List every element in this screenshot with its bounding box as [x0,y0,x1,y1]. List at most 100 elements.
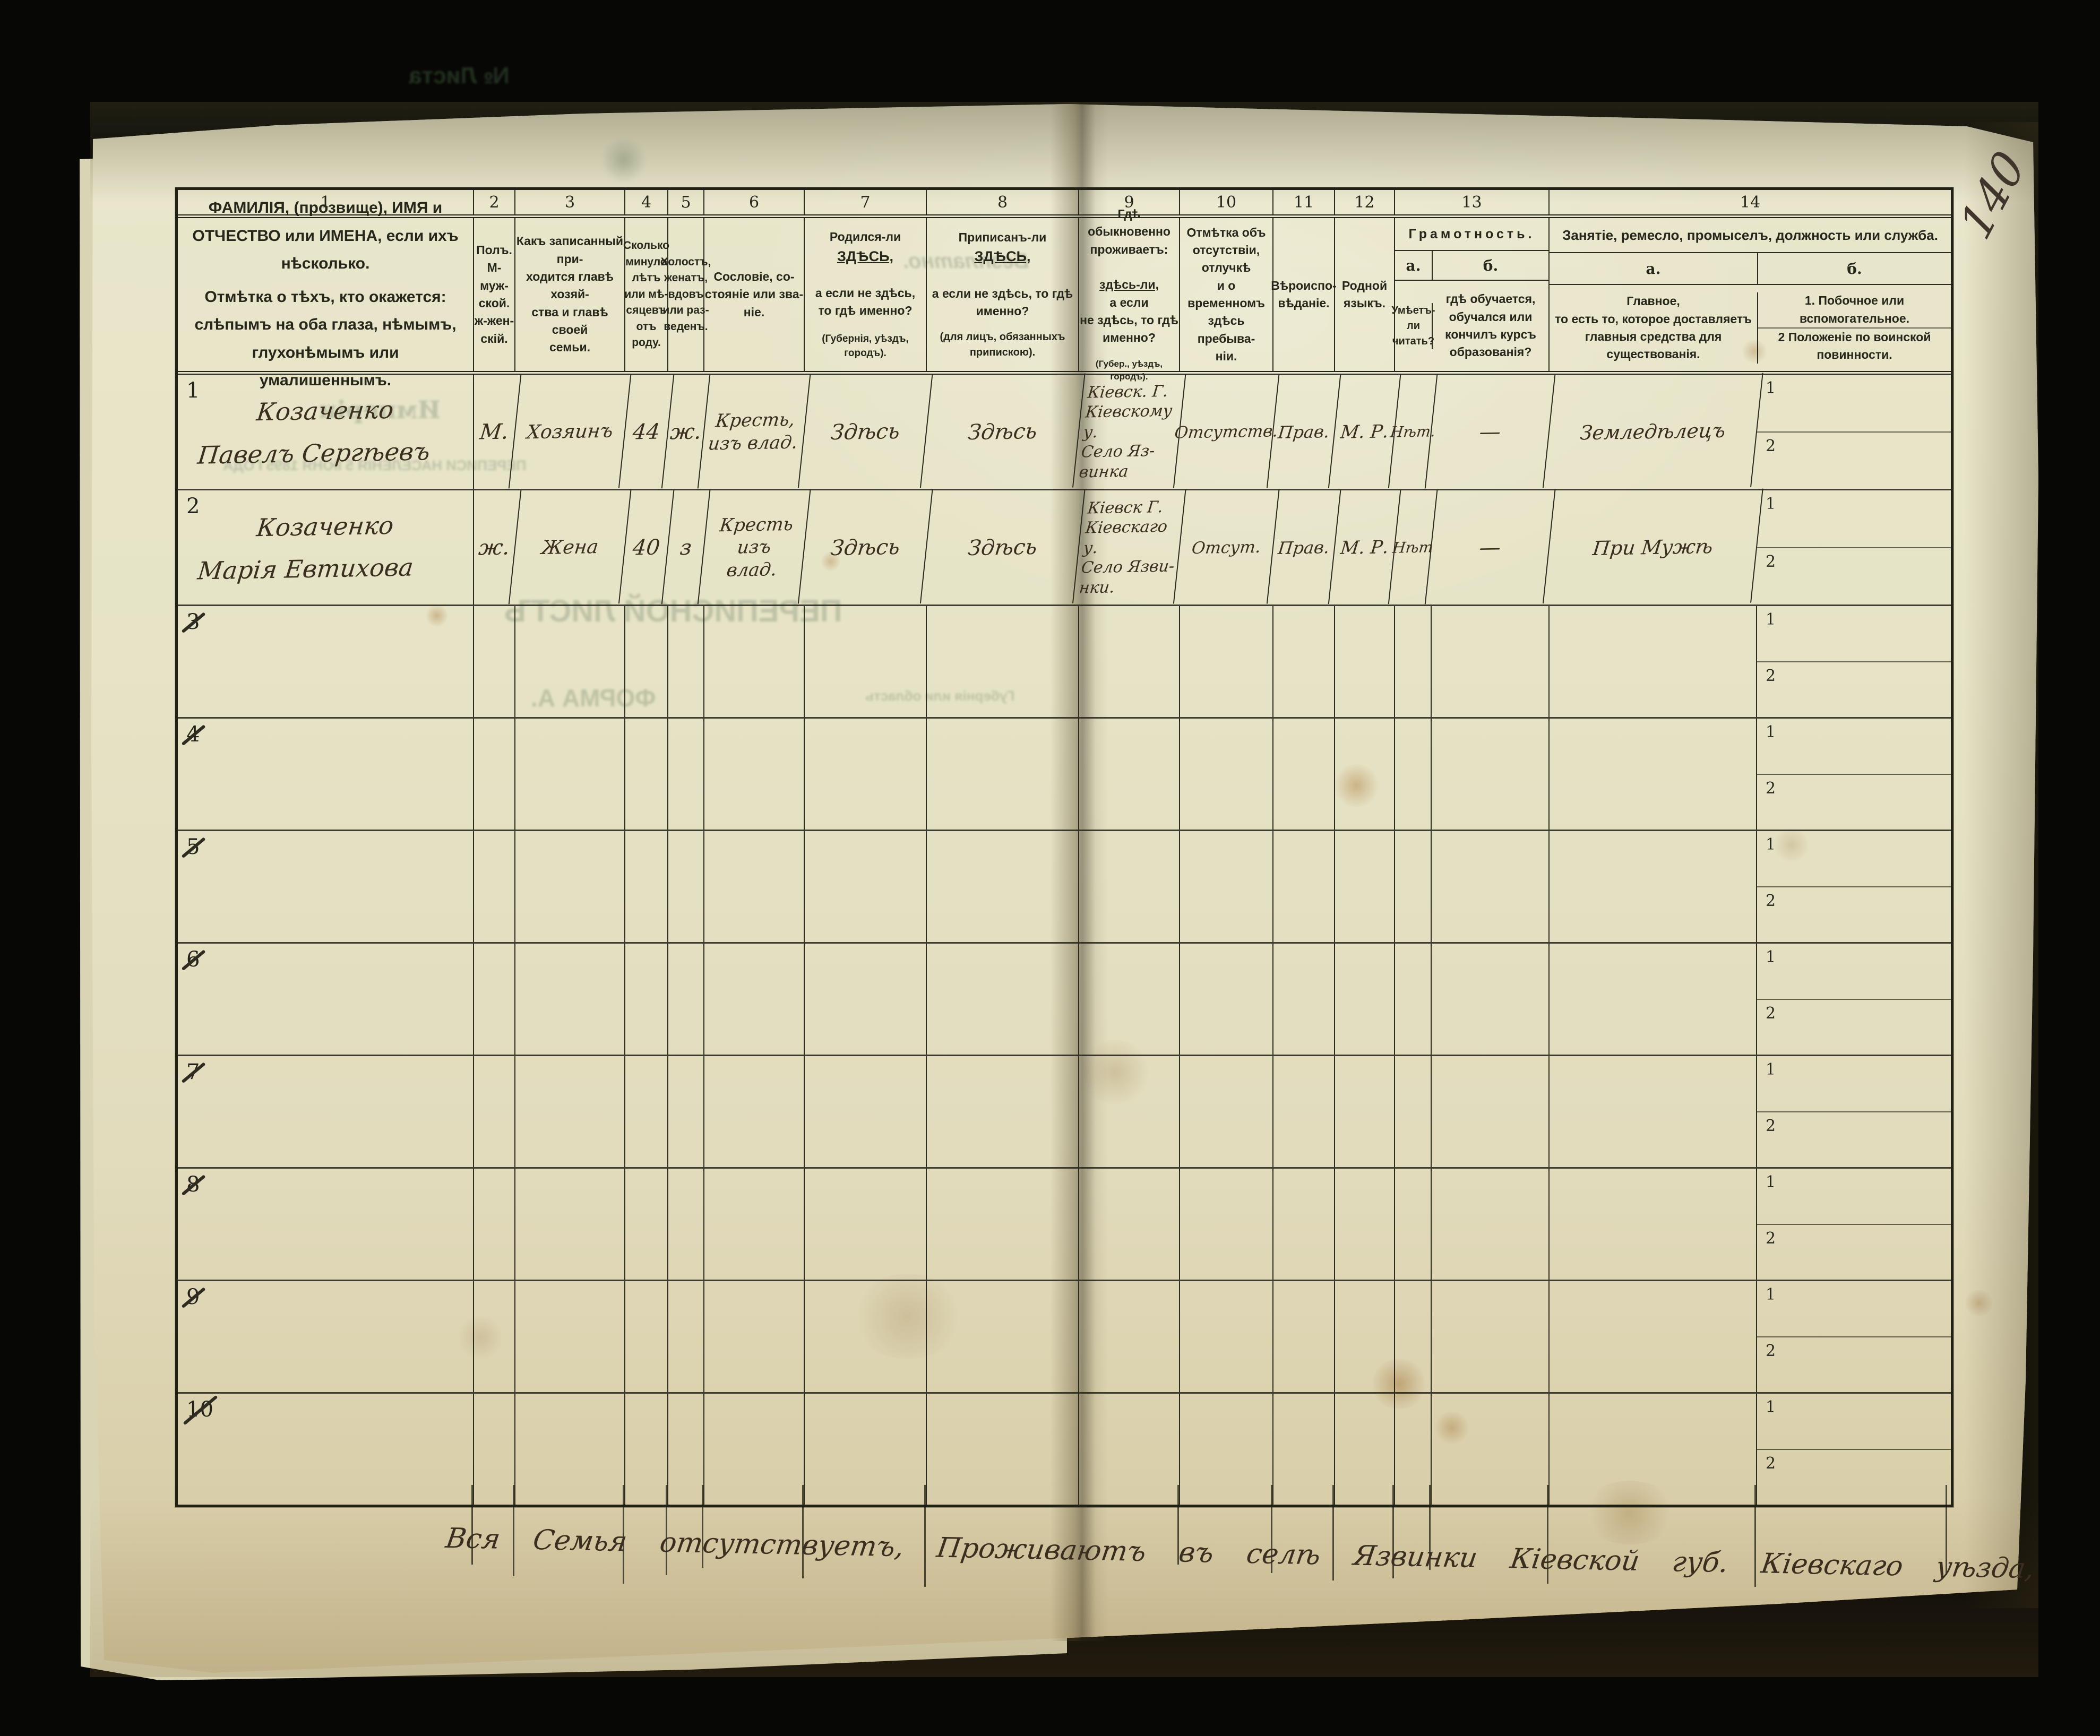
header-registration: Приписанъ-ли ЗДѢСЬ, а если не здѣсь, то … [927,218,1079,371]
sub-row-2: 2 [1757,887,1951,943]
cell-language [1335,944,1395,1055]
cell-marital [668,719,704,830]
cell-literacy-a [1395,1169,1432,1280]
cell-occupation-secondary: 1 2 [1757,719,1951,830]
cell-sex [474,831,515,942]
cell-relation [515,944,625,1055]
cell-name: 10 [178,1394,474,1505]
stain [425,605,449,626]
sub-row-number: 1 [1766,1285,1776,1304]
cell-occupation-secondary: 1 2 [1757,1394,1951,1505]
header-occupation-b1-text: 1. Побочное или вспомогательное. [1758,292,1951,329]
column-line-stub [623,1485,624,1584]
cell-occupation-secondary: 1 2 [1757,831,1951,942]
sub-row-1: 1 [1757,831,1951,887]
stain [1773,828,1810,862]
cell-occupation-secondary: 1 2 [1757,606,1951,717]
cell-faith [1273,606,1335,717]
column-line-stub [1754,1485,1756,1587]
table-row: 4 1 2 [178,719,1951,831]
cell-language [1335,719,1395,830]
cell-absence: Отсутств. [1174,374,1280,490]
surname: Козаченко [255,395,395,426]
column-line-stub [513,1485,514,1576]
sub-row-1: 1 [1757,1394,1951,1450]
header-occupation: Занятіе, ремесло, промыселъ, должность и… [1550,218,1951,371]
sub-row-1: 1 [1757,1169,1951,1225]
cell-language [1335,606,1395,717]
cell-literacy-b [1432,1394,1550,1505]
header-absence: Отмѣтка объ отсутствіи, отлучкѣ и о врем… [1180,218,1273,371]
cell-absence [1180,831,1273,942]
cell-literacy-a [1395,1281,1432,1392]
cell-birthplace [805,606,927,717]
header-language: Родной языкъ. [1335,218,1395,371]
cell-literacy-a [1395,831,1432,942]
col-number-1: 1 [178,190,474,214]
cell-literacy-a [1395,719,1432,830]
cell-birthplace [805,944,927,1055]
header-occupation-a-text: Главное, то есть то, которое доставляетъ… [1550,292,1758,364]
cell-occupation [1550,1056,1757,1167]
column-line-stub [924,1485,926,1587]
row-number: 1 [186,378,200,403]
cell-occupation: При Мужѣ [1543,488,1763,607]
column-line-stub [1429,1485,1431,1570]
cell-occupation-secondary: 1 2 [1757,375,1951,489]
cell-faith [1273,1394,1335,1505]
header-relation: Какъ записанный при- ходится главѣ хозяй… [515,218,625,371]
sub-row-2: 2 [1757,433,1951,489]
table-row: 2 Козаченко Марія Евтихова ж. Жена 40 з … [178,488,1951,607]
sub-row-number: 2 [1766,1341,1776,1360]
cell-birthplace [805,1056,927,1167]
row-number: 8 [186,1172,200,1197]
col-number-11: 11 [1273,190,1335,214]
sub-row-number: 2 [1766,1116,1776,1135]
col-number-14: 14 [1740,193,1761,212]
cell-residence [1079,1169,1180,1280]
header-occupation-title: Занятіе, ремесло, промыселъ, должность и… [1550,218,1951,253]
header-residence-post: а если не здѣсь, то гдѣ именно? [1080,295,1178,345]
cell-literacy-b [1432,606,1550,717]
row-number: 7 [186,1060,200,1084]
cell-residence [1079,944,1180,1055]
cell-occupation [1550,719,1757,830]
header-birthplace-note: (Губернія, уѣздъ, городъ). [822,333,909,359]
stain [1370,1359,1428,1409]
column-line-stub [471,1485,473,1565]
cell-absence [1180,1169,1273,1280]
cell-name: 7 [178,1056,474,1167]
cell-birthplace: Здѣсь [798,374,933,490]
cell-registration: Здѣсь [920,373,1086,490]
cell-absence [1180,719,1273,830]
cell-residence: Кіевск. Г. Кіевскому у. Село Яз- винка [1073,374,1186,490]
header-name-column: ФАМИЛІЯ, (прозвище), ИМЯ и ОТЧЕСТВО или … [178,199,474,389]
cell-name: 1 Козаченко Павелъ Сергѣевъ [178,375,474,489]
cell-residence [1079,1056,1180,1167]
table-row: 7 1 2 [178,1056,1951,1169]
cell-age [625,1394,668,1505]
cell-literacy-b: — [1425,374,1556,490]
header-occupation-b-label: б. [1847,260,1862,278]
header-birthplace-here: ЗДѢСЬ, [837,248,894,264]
cell-relation [515,831,625,942]
sub-row-1: 1 [1757,375,1951,433]
header-birthplace: Родился-ли ЗДѢСЬ, а если не здѣсь, то гд… [805,218,927,371]
cell-residence [1079,831,1180,942]
cell-marital [668,1281,704,1392]
sub-row-2: 2 [1757,1450,1951,1505]
column-line-stub [702,1485,703,1568]
sub-row-2: 2 [1757,1112,1951,1168]
header-literacy-a-text: Умѣетъ- ли читать? [1391,303,1435,349]
cell-literacy-b [1432,831,1550,942]
sub-row-number: 1 [1766,495,1776,513]
table-row: 10 1 2 [178,1394,1951,1505]
header-occupation-b2-text: 2 Положеніе по воинской повинности. [1778,330,1931,362]
stain [1582,1481,1677,1544]
header-literacy: Грамотность. а. б. Умѣетъ- ли читать? гд… [1391,218,1550,371]
cell-birthplace [805,719,927,830]
cell-residence [1079,1394,1180,1505]
cell-faith: Прав. [1267,374,1341,489]
header-literacy-a-label: а. [1395,251,1433,280]
cell-estate [704,1056,805,1167]
